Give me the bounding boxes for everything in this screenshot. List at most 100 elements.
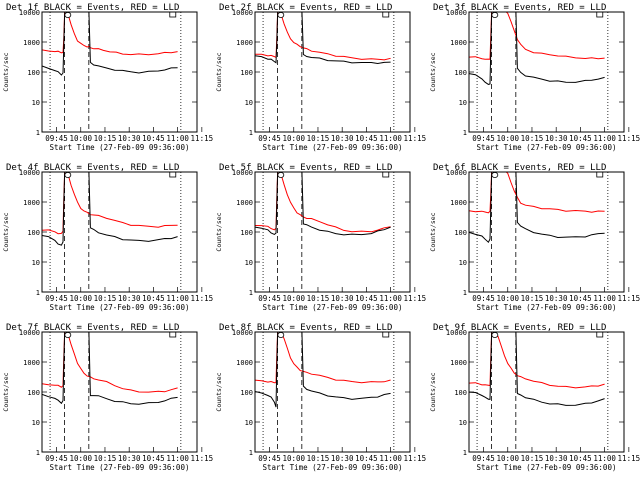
plot-frame — [468, 331, 625, 453]
x-axis-label: Start Time (27-Feb-09 09:36:00) — [477, 143, 617, 152]
series-events-black — [255, 172, 391, 236]
x-tick-label: 11:00 — [166, 294, 189, 303]
series-events-black — [42, 332, 178, 405]
x-tick-label: 10:45 — [142, 134, 165, 143]
x-tick-label: 09:45 — [472, 134, 495, 143]
box-marker — [382, 331, 390, 338]
plot-frame — [254, 171, 411, 293]
y-tick-label: 10 — [245, 259, 253, 267]
y-tick-label: 10000 — [19, 9, 40, 17]
x-axis-label: Start Time (27-Feb-09 09:36:00) — [50, 303, 190, 312]
series-lld-red — [42, 12, 178, 56]
box-marker — [382, 11, 390, 18]
x-tick-label: 10:00 — [282, 294, 305, 303]
y-axis-label: Counts/sec — [429, 212, 437, 251]
panel-5: Det 5f BLACK = Events, RED = LLD Counts/s… — [215, 163, 426, 312]
y-axis-label: Counts/sec — [2, 372, 10, 411]
y-axis-label: Counts/sec — [215, 212, 223, 251]
panel-title: Det 8f BLACK = Events, RED = LLD — [219, 323, 392, 333]
box-marker — [596, 331, 604, 338]
x-tick-label: 11:00 — [593, 454, 616, 463]
x-tick-label: 11:15 — [618, 454, 640, 463]
y-tick-label: 10000 — [19, 329, 40, 337]
flare-marker — [64, 332, 72, 338]
series-lld-red — [255, 172, 391, 233]
plot-frame — [254, 331, 411, 453]
plot-area — [469, 172, 609, 292]
x-tick-label: 11:15 — [191, 134, 214, 143]
x-tick-label: 10:00 — [282, 454, 305, 463]
y-tick-label: 10000 — [232, 169, 253, 177]
y-tick-label: 100 — [454, 389, 467, 397]
x-tick-label: 10:45 — [355, 294, 378, 303]
panel-title: Det 2f BLACK = Events, RED = LLD — [219, 3, 392, 13]
y-tick-label: 1 — [249, 129, 253, 137]
plot-area — [42, 12, 182, 132]
flare-marker — [491, 332, 499, 338]
x-tick-label: 11:15 — [404, 134, 427, 143]
x-tick-label: 10:00 — [282, 134, 305, 143]
y-tick-label: 10 — [459, 259, 467, 267]
y-tick-label: 100 — [454, 229, 467, 237]
series-events-black — [469, 12, 605, 85]
y-tick-label: 1 — [249, 289, 253, 297]
y-tick-label: 1000 — [236, 39, 253, 47]
panel-2: Det 2f BLACK = Events, RED = LLD Counts/s… — [215, 3, 426, 152]
y-tick-label: 100 — [27, 69, 40, 77]
y-tick-label: 1 — [463, 129, 467, 137]
x-axis-label: Start Time (27-Feb-09 09:36:00) — [263, 143, 403, 152]
series-events-black — [469, 172, 605, 244]
x-tick-label: 11:15 — [191, 294, 214, 303]
panel-6: Det 6f BLACK = Events, RED = LLD Counts/s… — [429, 163, 640, 312]
y-tick-label: 10000 — [232, 9, 253, 17]
plot-area — [42, 172, 182, 292]
x-tick-label: 09:45 — [45, 294, 68, 303]
x-tick-label: 10:30 — [118, 134, 141, 143]
flare-marker — [64, 12, 72, 18]
x-tick-label: 11:00 — [379, 134, 402, 143]
y-tick-label: 10000 — [19, 169, 40, 177]
x-axis-label: Start Time (27-Feb-09 09:36:00) — [477, 463, 617, 472]
y-tick-label: 100 — [240, 229, 253, 237]
panel-title: Det 6f BLACK = Events, RED = LLD — [433, 163, 606, 173]
x-tick-label: 10:15 — [307, 294, 330, 303]
plot-area — [42, 332, 182, 452]
x-tick-label: 10:45 — [355, 134, 378, 143]
y-tick-label: 1000 — [236, 359, 253, 367]
series-events-black — [469, 332, 605, 406]
x-tick-label: 10:45 — [142, 294, 165, 303]
x-tick-label: 09:45 — [472, 294, 495, 303]
y-tick-label: 100 — [454, 69, 467, 77]
panel-1: Det 1f BLACK = Events, RED = LLD Counts/s… — [2, 3, 213, 152]
x-tick-label: 10:15 — [94, 134, 117, 143]
flare-marker — [491, 172, 499, 178]
x-tick-label: 09:45 — [258, 454, 281, 463]
y-tick-label: 1000 — [23, 39, 40, 47]
x-tick-label: 10:30 — [545, 134, 568, 143]
x-tick-label: 11:15 — [191, 454, 214, 463]
y-tick-label: 1000 — [450, 359, 467, 367]
x-axis-label: Start Time (27-Feb-09 09:36:00) — [50, 463, 190, 472]
x-tick-label: 09:45 — [258, 134, 281, 143]
x-tick-label: 10:30 — [545, 454, 568, 463]
x-axis-label: Start Time (27-Feb-09 09:36:00) — [477, 303, 617, 312]
x-tick-label: 10:45 — [355, 454, 378, 463]
x-tick-label: 09:45 — [45, 454, 68, 463]
panel-4: Det 4f BLACK = Events, RED = LLD Counts/s… — [2, 163, 213, 312]
y-tick-label: 10 — [245, 99, 253, 107]
plot-frame — [468, 11, 625, 133]
x-tick-label: 10:45 — [142, 454, 165, 463]
y-tick-label: 100 — [27, 229, 40, 237]
x-tick-label: 10:15 — [521, 294, 544, 303]
panel-title: Det 4f BLACK = Events, RED = LLD — [6, 163, 179, 173]
x-tick-label: 10:30 — [331, 134, 354, 143]
x-tick-label: 10:15 — [94, 294, 117, 303]
plot-area — [255, 12, 395, 132]
x-tick-label: 10:00 — [496, 294, 519, 303]
x-tick-label: 10:30 — [118, 294, 141, 303]
y-tick-label: 1 — [463, 449, 467, 457]
box-marker — [596, 11, 604, 18]
x-axis-label: Start Time (27-Feb-09 09:36:00) — [263, 303, 403, 312]
panel-title: Det 7f BLACK = Events, RED = LLD — [6, 323, 179, 333]
panel-9: Det 9f BLACK = Events, RED = LLD Counts/s… — [429, 323, 640, 472]
